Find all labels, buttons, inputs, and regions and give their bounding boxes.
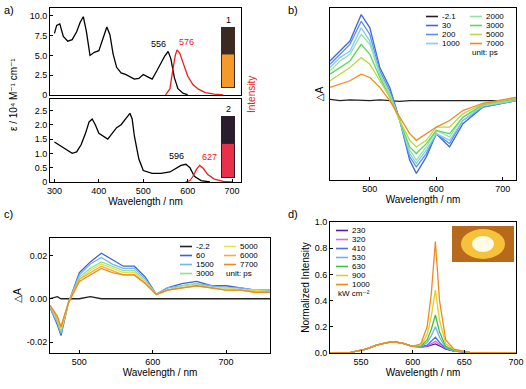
svg-text:6000: 6000 [240, 251, 258, 260]
svg-text:600: 600 [429, 184, 444, 194]
svg-text:550: 550 [353, 357, 368, 367]
svg-text:10.0: 10.0 [30, 11, 48, 21]
svg-text:1500: 1500 [196, 260, 214, 269]
svg-text:1.0: 1.0 [315, 217, 328, 227]
svg-text:2.0: 2.0 [35, 120, 48, 130]
svg-text:500: 500 [136, 186, 151, 196]
svg-text:700: 700 [508, 357, 523, 367]
svg-text:627: 627 [202, 152, 217, 162]
svg-text:596: 596 [169, 151, 184, 161]
svg-text:0: 0 [42, 90, 47, 100]
svg-text:unit: ps: unit: ps [226, 269, 252, 278]
svg-text:630: 630 [352, 262, 366, 271]
svg-text:0.4: 0.4 [315, 296, 328, 306]
svg-text:-2.1: -2.1 [442, 12, 456, 21]
svg-text:410: 410 [352, 244, 366, 253]
svg-text:0.5: 0.5 [35, 163, 48, 173]
svg-text:3000: 3000 [196, 269, 214, 278]
svg-text:2.5: 2.5 [35, 70, 48, 80]
svg-text:500: 500 [362, 184, 377, 194]
svg-text:200: 200 [442, 30, 456, 39]
svg-text:576: 576 [179, 37, 194, 47]
svg-text:556: 556 [151, 39, 166, 49]
svg-text:5.0: 5.0 [35, 51, 48, 61]
svg-text:7.5: 7.5 [35, 31, 48, 41]
svg-text:1.0: 1.0 [35, 149, 48, 159]
svg-text:5000: 5000 [240, 242, 258, 251]
svg-text:600: 600 [405, 357, 420, 367]
svg-text:600: 600 [180, 186, 195, 196]
svg-text:Wavelength / nm: Wavelength / nm [386, 194, 461, 205]
svg-text:0.02: 0.02 [30, 251, 48, 261]
svg-text:0.00: 0.00 [30, 294, 48, 304]
svg-text:0.0: 0.0 [315, 348, 328, 358]
svg-text:Intensity: Intensity [246, 76, 257, 113]
svg-text:5000: 5000 [486, 30, 504, 39]
svg-text:7000: 7000 [486, 39, 504, 48]
svg-text:c): c) [4, 208, 13, 220]
svg-text:a): a) [4, 4, 14, 16]
svg-text:300: 300 [47, 186, 62, 196]
svg-text:400: 400 [91, 186, 106, 196]
svg-text:2000: 2000 [486, 12, 504, 21]
svg-text:-0.02: -0.02 [27, 337, 48, 347]
svg-text:1000: 1000 [442, 39, 460, 48]
svg-text:650: 650 [457, 357, 472, 367]
svg-text:0.6: 0.6 [315, 270, 328, 280]
svg-text:unit: ps: unit: ps [472, 48, 498, 57]
svg-text:1.5: 1.5 [35, 134, 48, 144]
svg-text:3000: 3000 [486, 21, 504, 30]
svg-text:700: 700 [218, 357, 233, 367]
svg-text:700: 700 [495, 184, 510, 194]
svg-text:1: 1 [226, 15, 231, 25]
svg-text:60: 60 [196, 251, 205, 260]
svg-text:0.2: 0.2 [315, 322, 328, 332]
svg-text:700: 700 [225, 186, 240, 196]
svg-text:0.8: 0.8 [315, 243, 328, 253]
svg-text:530: 530 [352, 253, 366, 262]
svg-text:Wavelength / nm: Wavelength / nm [108, 196, 183, 207]
svg-text:7700: 7700 [240, 260, 258, 269]
svg-text:△A: △A [12, 288, 23, 303]
svg-text:d): d) [288, 208, 298, 220]
svg-text:900: 900 [352, 271, 366, 280]
svg-text:30: 30 [442, 21, 451, 30]
svg-text:1000: 1000 [352, 280, 370, 289]
svg-text:0: 0 [42, 177, 47, 187]
svg-text:2.5: 2.5 [35, 106, 48, 116]
svg-text:-2.2: -2.2 [196, 242, 210, 251]
svg-text:b): b) [288, 4, 298, 16]
svg-text:Normalized Intensity: Normalized Intensity [300, 242, 311, 333]
svg-text:Wavelength / nm: Wavelength / nm [386, 367, 461, 378]
svg-text:2: 2 [226, 104, 231, 114]
svg-text:320: 320 [352, 235, 366, 244]
svg-text:230: 230 [352, 226, 366, 235]
svg-text:ε / 10⁴ M⁻¹ cm⁻¹: ε / 10⁴ M⁻¹ cm⁻¹ [8, 58, 19, 131]
svg-text:△A: △A [314, 86, 325, 101]
svg-text:kW cm⁻²: kW cm⁻² [338, 289, 370, 298]
svg-text:Wavelength / nm: Wavelength / nm [123, 367, 198, 378]
svg-text:600: 600 [145, 357, 160, 367]
svg-text:500: 500 [72, 357, 87, 367]
